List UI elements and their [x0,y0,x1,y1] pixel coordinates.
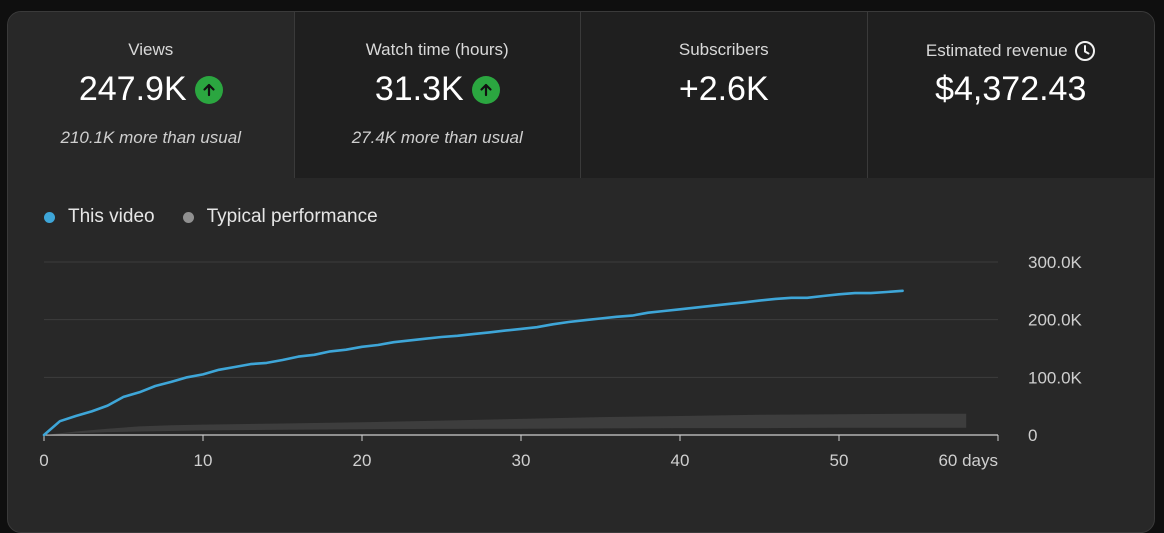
legend-label: Typical performance [206,206,378,227]
tab-label: Subscribers [678,40,769,59]
y-tick-label: 100.0K [1028,368,1083,387]
x-tick-label: 40 [671,451,690,470]
x-tick-label: 0 [39,451,48,470]
clock-icon[interactable] [1074,40,1096,62]
analytics-card: Views 247.9K 210.1K more than usual Watc… [7,11,1155,533]
tab-label: Watch time (hours) [365,40,509,59]
tab-views[interactable]: Views 247.9K 210.1K more than usual [8,12,295,178]
legend-dot-typical [182,211,194,223]
up-arrow-icon [471,75,500,104]
tab-value: 247.9K [8,70,294,109]
legend-dot-this-video [44,211,55,223]
x-tick-label: 50 [830,451,849,470]
tab-value: 31.3K [295,70,581,109]
tab-estimated-revenue[interactable]: Estimated revenue $4,372.43 [867,12,1155,178]
y-tick-label: 200.0K [1028,311,1083,330]
views-chart: 0 100.0K 200.0K 300.0K 0 10 20 30 40 50 60 days [39,253,1083,470]
x-tick-label: 20 [353,451,372,470]
metric-tabs: Views 247.9K 210.1K more than usual Watc… [8,12,1154,178]
x-tick-label: 30 [512,451,531,470]
legend-label: This video [68,206,155,227]
tab-label: Estimated revenue [868,40,1155,62]
tab-subscribers[interactable]: Subscribers +2.6K [581,12,868,178]
y-tick-label: 0 [1028,426,1037,445]
legend-item-typical: Typical performance [182,206,378,228]
y-tick-label: 300.0K [1028,253,1083,272]
tab-watch-time[interactable]: Watch time (hours) 31.3K 27.4K more than… [294,12,581,178]
x-tick-label: 10 [194,451,213,470]
tab-comparison: 27.4K more than usual [351,128,523,147]
x-tick-label: 60 days [938,451,998,470]
tab-label: Views [128,40,174,59]
tab-value: $4,372.43 [935,70,1087,108]
typical-performance-area [44,413,967,435]
up-arrow-icon [194,75,223,104]
chart-legend: This video Typical performance [44,206,406,228]
tab-comparison: 210.1K more than usual [60,128,241,147]
this-video-line [42,289,904,437]
tab-value: +2.6K [678,70,769,108]
legend-item-this-video: This video [44,206,155,228]
